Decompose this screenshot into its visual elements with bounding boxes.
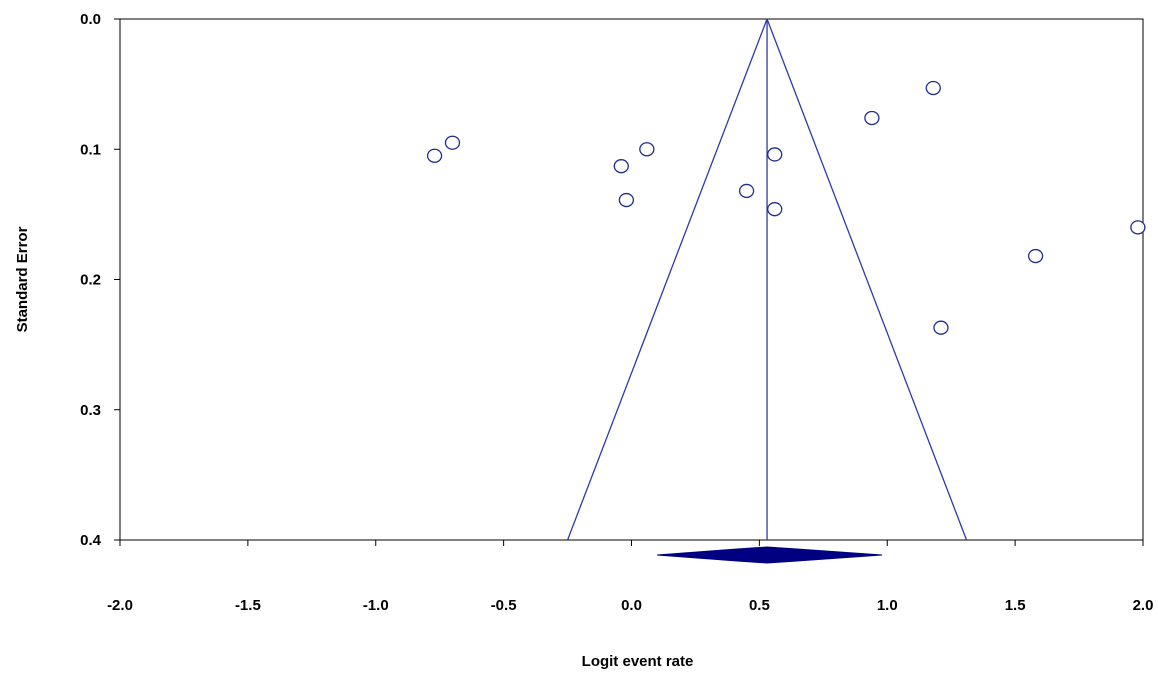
- y-tick-label: 0.4: [80, 532, 102, 549]
- y-axis-title: Standard Error: [14, 226, 31, 332]
- data-point: [925, 80, 941, 96]
- data-point: [864, 110, 880, 126]
- data-point: [613, 159, 629, 174]
- data-point: [639, 142, 655, 157]
- plot-area: [119, 18, 1144, 564]
- data-point: [444, 135, 461, 150]
- data-point: [1027, 248, 1044, 264]
- axis-ticks: -2.0 -1.5 -1.0 -0.5 0.0 0.5 1.0 1.5 2.0 0.0 0.1 0.2…: [80, 11, 1153, 614]
- x-tick-label: 0.0: [621, 597, 642, 614]
- data-point: [933, 320, 949, 335]
- x-tick-label: 2.0: [1133, 597, 1154, 614]
- data-point: [767, 202, 783, 217]
- data-point: [426, 148, 443, 163]
- data-points: [426, 80, 1146, 335]
- x-tick-label: -1.5: [235, 597, 261, 614]
- data-point: [767, 147, 783, 162]
- plot-frame: [119, 18, 1144, 541]
- funnel-left-limit: [566, 18, 768, 541]
- x-tick-label: 1.0: [877, 597, 898, 614]
- x-axis-title: Logit event rate: [582, 653, 694, 670]
- summary-diamond: [657, 546, 883, 564]
- data-point: [618, 192, 635, 208]
- data-point: [1130, 220, 1146, 235]
- x-tick-label: -1.0: [363, 597, 389, 614]
- x-tick-label: -0.5: [491, 597, 517, 614]
- x-tick-label: -2.0: [107, 597, 133, 614]
- y-tick-label: 0.0: [80, 11, 101, 28]
- x-tick-label: 0.5: [749, 597, 770, 614]
- y-tick-label: 0.2: [80, 272, 101, 289]
- y-tick-label: 0.3: [80, 402, 101, 419]
- data-point: [738, 183, 755, 199]
- y-tick-label: 0.1: [80, 141, 101, 158]
- x-tick-label: 1.5: [1005, 597, 1026, 614]
- funnel-right-limit: [766, 18, 968, 541]
